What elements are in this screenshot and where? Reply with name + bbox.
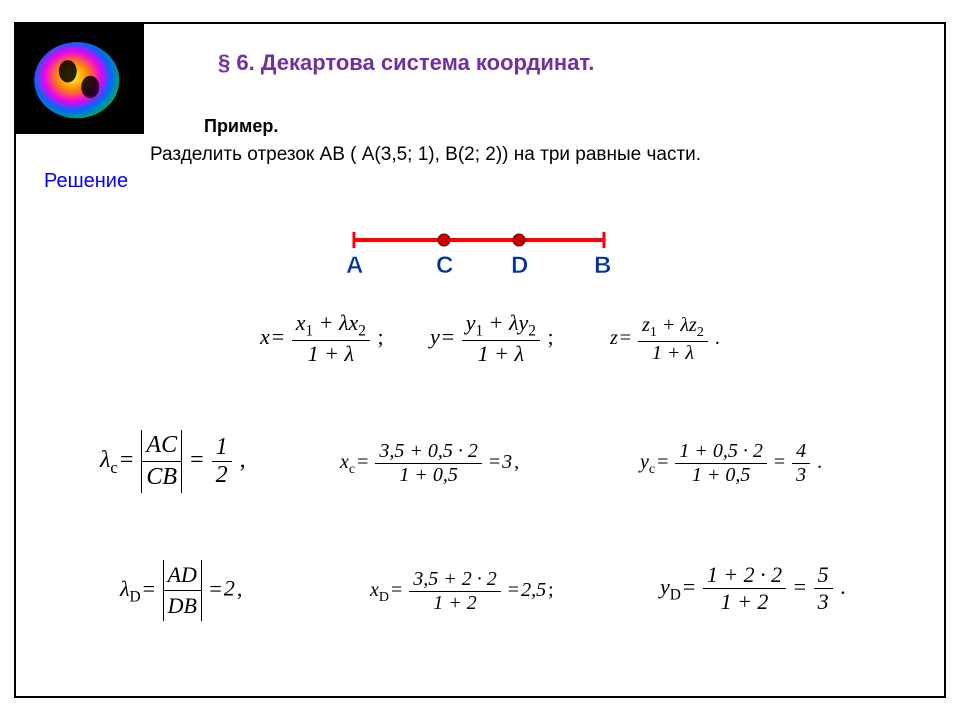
formula-lambda-d: λD= ADDB =2, <box>120 560 244 621</box>
section-title: § 6. Декартова система координат. <box>218 50 594 76</box>
example-label: Пример. <box>204 116 278 137</box>
formula-y-c: yc= 1 + 0,5 · 21 + 0,5 = 43 . <box>640 440 824 487</box>
segment-diagram: A C D B <box>344 230 614 280</box>
formula-x-d: xD= 3,5 + 2 · 21 + 2 =2,5; <box>370 568 556 615</box>
slide: § 6. Декартова система координат. Пример… <box>0 0 960 720</box>
formula-y-d: yD= 1 + 2 · 21 + 2 = 53 . <box>660 562 848 615</box>
formula-general-y: y= y1 + λy21 + λ ; <box>430 310 556 367</box>
formula-lambda-c: λc= ACCB = 12 , <box>100 430 248 493</box>
problem-text: Разделить отрезок АВ ( А(3,5; 1), В(2; 2… <box>150 144 701 166</box>
logo-image <box>14 22 144 134</box>
formula-x-c: xc= 3,5 + 0,5 · 21 + 0,5 =3, <box>340 440 521 487</box>
solution-label: Решение <box>44 170 128 193</box>
formula-general-x: x= x1 + λx21 + λ ; <box>260 310 386 367</box>
formula-general-z: z= z1 + λz21 + λ . <box>610 314 722 365</box>
